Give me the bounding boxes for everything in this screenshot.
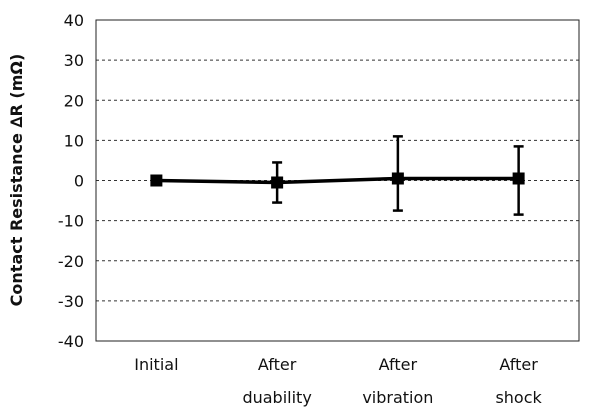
x-tick-label-line: vibration — [362, 388, 433, 407]
y-tick-label: -10 — [58, 212, 84, 231]
x-tick-label-line: After — [499, 355, 538, 374]
x-tick-label-line: After — [258, 355, 297, 374]
y-tick-label: -40 — [58, 332, 84, 351]
y-tick-label: 10 — [64, 131, 84, 150]
y-tick-labels: 40 30 20 10 0 -10 -20 -30 -40 — [58, 11, 84, 351]
y-tick-label: 30 — [64, 51, 84, 70]
y-axis-title: Contact Resistance ∆R (mΩ) — [7, 54, 26, 307]
x-tick-label-line: duability — [242, 388, 311, 407]
y-tick-label: -20 — [58, 252, 84, 271]
y-tick-label: -30 — [58, 292, 84, 311]
series-line — [156, 176, 519, 185]
x-tick-label: Initial — [134, 355, 178, 374]
data-point-marker — [271, 176, 284, 189]
axes — [95, 19, 580, 342]
x-tick-label-line: After — [379, 355, 418, 374]
x-tick-label: After vibration — [362, 355, 433, 407]
x-tick-label: After shock — [495, 355, 542, 407]
y-tick-label: 0 — [74, 172, 84, 191]
y-tick-label: 20 — [64, 91, 84, 110]
x-tick-label: After duability — [242, 355, 311, 407]
plot-frame — [95, 19, 580, 342]
data-point-marker — [512, 172, 525, 185]
x-tick-label-line: Initial — [134, 355, 178, 374]
x-tick-label-line: shock — [495, 388, 542, 407]
data-point-marker — [391, 172, 404, 185]
data-point-marker — [150, 174, 163, 187]
series-lines — [156, 176, 519, 185]
data-points — [150, 172, 525, 189]
y-tick-label: 40 — [64, 11, 84, 30]
